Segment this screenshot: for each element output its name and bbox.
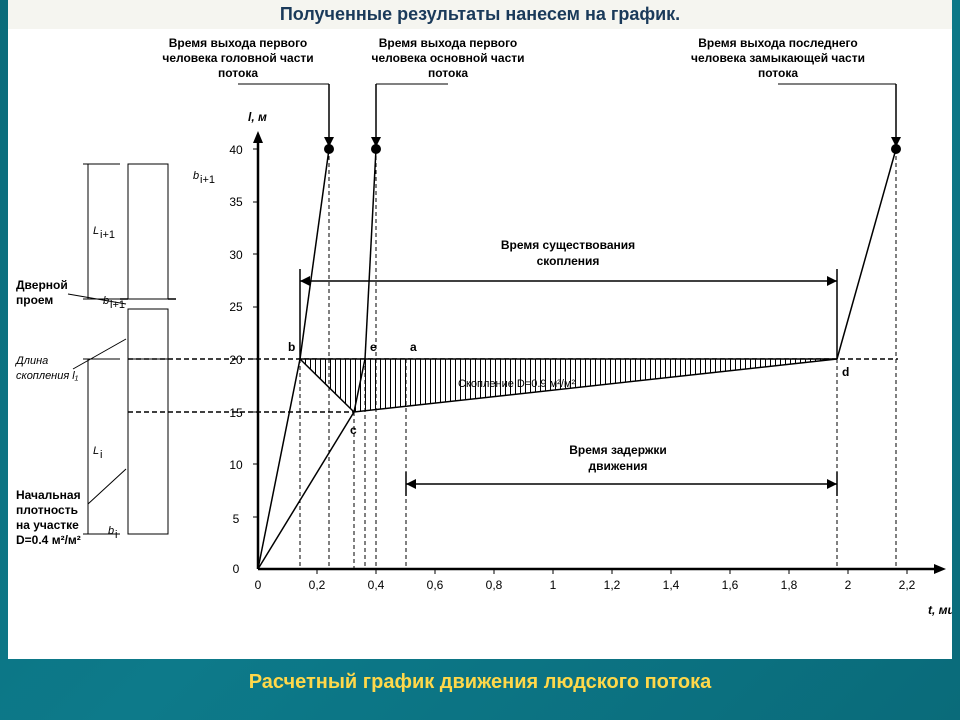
svg-text:человека основной части: человека основной части bbox=[372, 51, 525, 65]
svg-text:человека головной части: человека головной части bbox=[162, 51, 313, 65]
svg-text:1,4: 1,4 bbox=[663, 578, 680, 592]
svg-text:i+1: i+1 bbox=[200, 174, 215, 186]
svg-text:плотность: плотность bbox=[16, 503, 78, 517]
svg-text:i+1: i+1 bbox=[100, 229, 115, 241]
diagram-svg: Время выхода первого человека головной ч… bbox=[8, 29, 952, 659]
header-2: Время выхода первого человека основной ч… bbox=[372, 36, 525, 80]
svg-text:10: 10 bbox=[229, 458, 243, 472]
svg-text:i+1: i+1 bbox=[110, 299, 125, 311]
svg-text:0: 0 bbox=[233, 562, 240, 576]
svg-text:Время выхода первого: Время выхода первого bbox=[169, 36, 308, 50]
svg-text:30: 30 bbox=[229, 248, 243, 262]
svg-text:Время задержки: Время задержки bbox=[569, 443, 667, 457]
svg-text:Дверной: Дверной bbox=[16, 278, 68, 292]
svg-text:Время существования: Время существования bbox=[501, 238, 635, 252]
svg-text:t, мин: t, мин bbox=[928, 603, 952, 617]
main-chart: l, м t, мин 0 5 10 15 20 25 30 35 40 bbox=[128, 84, 952, 617]
svg-text:потока: потока bbox=[428, 66, 468, 80]
svg-text:Длина: Длина bbox=[14, 355, 48, 367]
svg-text:0,6: 0,6 bbox=[427, 578, 444, 592]
span-existence: Время существования скопления bbox=[300, 238, 837, 359]
header-3: Время выхода последнего человека замыкаю… bbox=[691, 36, 865, 80]
svg-text:5: 5 bbox=[233, 512, 240, 526]
top-arrows bbox=[238, 84, 901, 154]
svg-text:на участке: на участке bbox=[16, 518, 79, 532]
svg-text:a: a bbox=[410, 340, 417, 354]
svg-text:Начальная: Начальная bbox=[16, 488, 81, 502]
svg-text:0: 0 bbox=[255, 578, 262, 592]
svg-text:15: 15 bbox=[229, 406, 243, 420]
svg-text:0,8: 0,8 bbox=[486, 578, 503, 592]
svg-text:40: 40 bbox=[229, 143, 243, 157]
svg-text:потока: потока bbox=[218, 66, 258, 80]
svg-text:b: b bbox=[288, 340, 295, 354]
svg-text:потока: потока bbox=[758, 66, 798, 80]
title-top: Полученные результаты нанесем на график. bbox=[8, 0, 952, 29]
svg-text:b: b bbox=[193, 170, 199, 182]
svg-text:D=0.4 м²/м²: D=0.4 м²/м² bbox=[16, 533, 81, 547]
svg-text:1,2: 1,2 bbox=[604, 578, 621, 592]
svg-text:Время выхода последнего: Время выхода последнего bbox=[698, 36, 857, 50]
svg-text:i: i bbox=[100, 449, 102, 461]
svg-text:2: 2 bbox=[845, 578, 852, 592]
svg-text:c: c bbox=[350, 423, 357, 437]
svg-text:i: i bbox=[115, 529, 117, 541]
chart-area: Время выхода первого человека головной ч… bbox=[8, 29, 952, 659]
svg-text:2,2: 2,2 bbox=[899, 578, 916, 592]
svg-text:проем: проем bbox=[16, 293, 53, 307]
svg-text:скопления: скопления bbox=[537, 254, 600, 268]
svg-text:25: 25 bbox=[229, 300, 243, 314]
svg-text:20: 20 bbox=[229, 353, 243, 367]
svg-text:человека замыкающей части: человека замыкающей части bbox=[691, 51, 865, 65]
svg-text:Время выхода первого: Время выхода первого bbox=[379, 36, 518, 50]
svg-text:1,6: 1,6 bbox=[722, 578, 739, 592]
title-bottom: Расчетный график движения людского поток… bbox=[0, 659, 960, 706]
header-1: Время выхода первого человека головной ч… bbox=[162, 36, 313, 80]
svg-text:e: e bbox=[370, 340, 377, 354]
svg-text:0,2: 0,2 bbox=[309, 578, 326, 592]
svg-text:35: 35 bbox=[229, 195, 243, 209]
svg-text:1,8: 1,8 bbox=[781, 578, 798, 592]
svg-text:Скопление D=0.9 м²/м²: Скопление D=0.9 м²/м² bbox=[458, 378, 575, 390]
svg-text:b: b bbox=[108, 525, 114, 537]
svg-text:движения: движения bbox=[588, 459, 647, 473]
span-delay: Время задержки движения bbox=[406, 443, 837, 496]
x-ticks: 0 0,2 0,4 0,6 0,8 1 1,2 1,4 1,6 1,8 2 2,… bbox=[255, 578, 916, 592]
svg-text:0,4: 0,4 bbox=[368, 578, 385, 592]
svg-text:скопления l₁: скопления l₁ bbox=[16, 370, 79, 382]
svg-text:d: d bbox=[842, 365, 849, 379]
svg-text:1: 1 bbox=[550, 578, 557, 592]
left-labels: Дверной проем Длина скопления l₁ Начальн… bbox=[14, 278, 126, 547]
svg-text:L: L bbox=[93, 445, 99, 457]
svg-text:L: L bbox=[93, 225, 99, 237]
svg-text:l, м: l, м bbox=[248, 110, 267, 124]
